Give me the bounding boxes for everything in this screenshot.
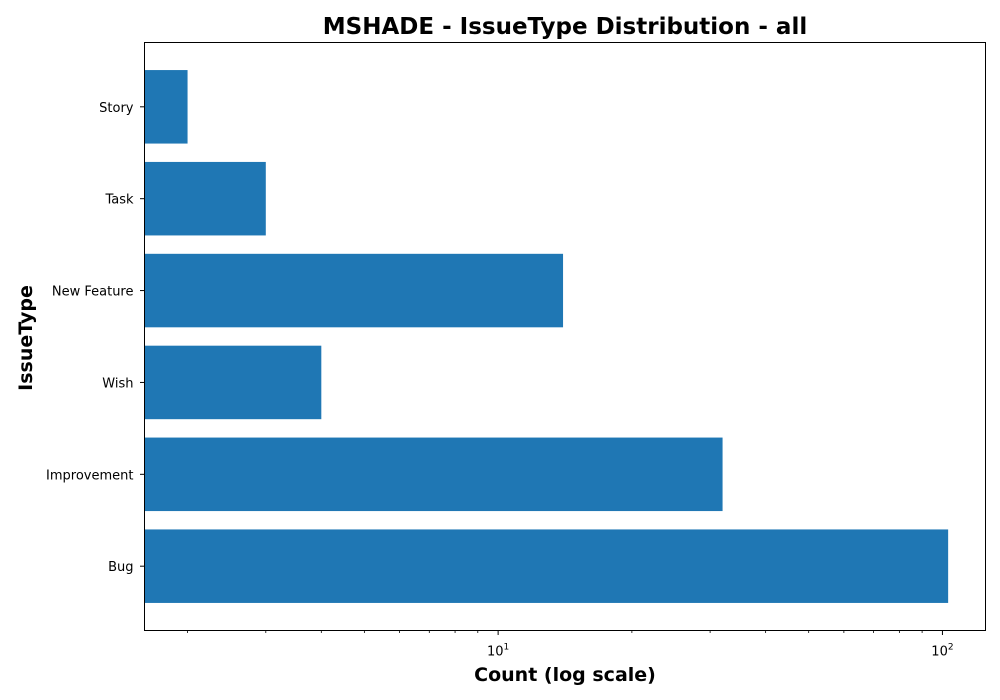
x-tick-label: 102	[931, 643, 953, 660]
y-tick-label: Wish	[102, 376, 133, 391]
y-axis-ticks: Bug Improvement Wish New Feature Task Story	[46, 101, 145, 575]
x-tick-label: 101	[487, 643, 509, 660]
y-axis-label: IssueType	[15, 285, 37, 391]
plot-frame	[144, 42, 986, 631]
bar-wish	[144, 345, 322, 420]
y-tick-label: New Feature	[52, 285, 134, 300]
y-tick-label: Improvement	[46, 468, 133, 483]
bar-improvement	[144, 437, 723, 512]
y-tick-label: Task	[104, 193, 134, 208]
bar-new-feature	[144, 253, 564, 328]
x-axis-label: Count (log scale)	[474, 664, 656, 686]
x-axis-ticks: 101 102	[187, 630, 954, 660]
y-tick-label: Bug	[108, 560, 133, 575]
y-tick-label: Story	[99, 101, 134, 116]
bar-task	[144, 161, 266, 236]
bar-story	[144, 70, 188, 144]
plot-area	[144, 70, 949, 603]
chart-title: MSHADE - IssueType Distribution - all	[323, 14, 807, 40]
bar-bug	[144, 529, 949, 603]
